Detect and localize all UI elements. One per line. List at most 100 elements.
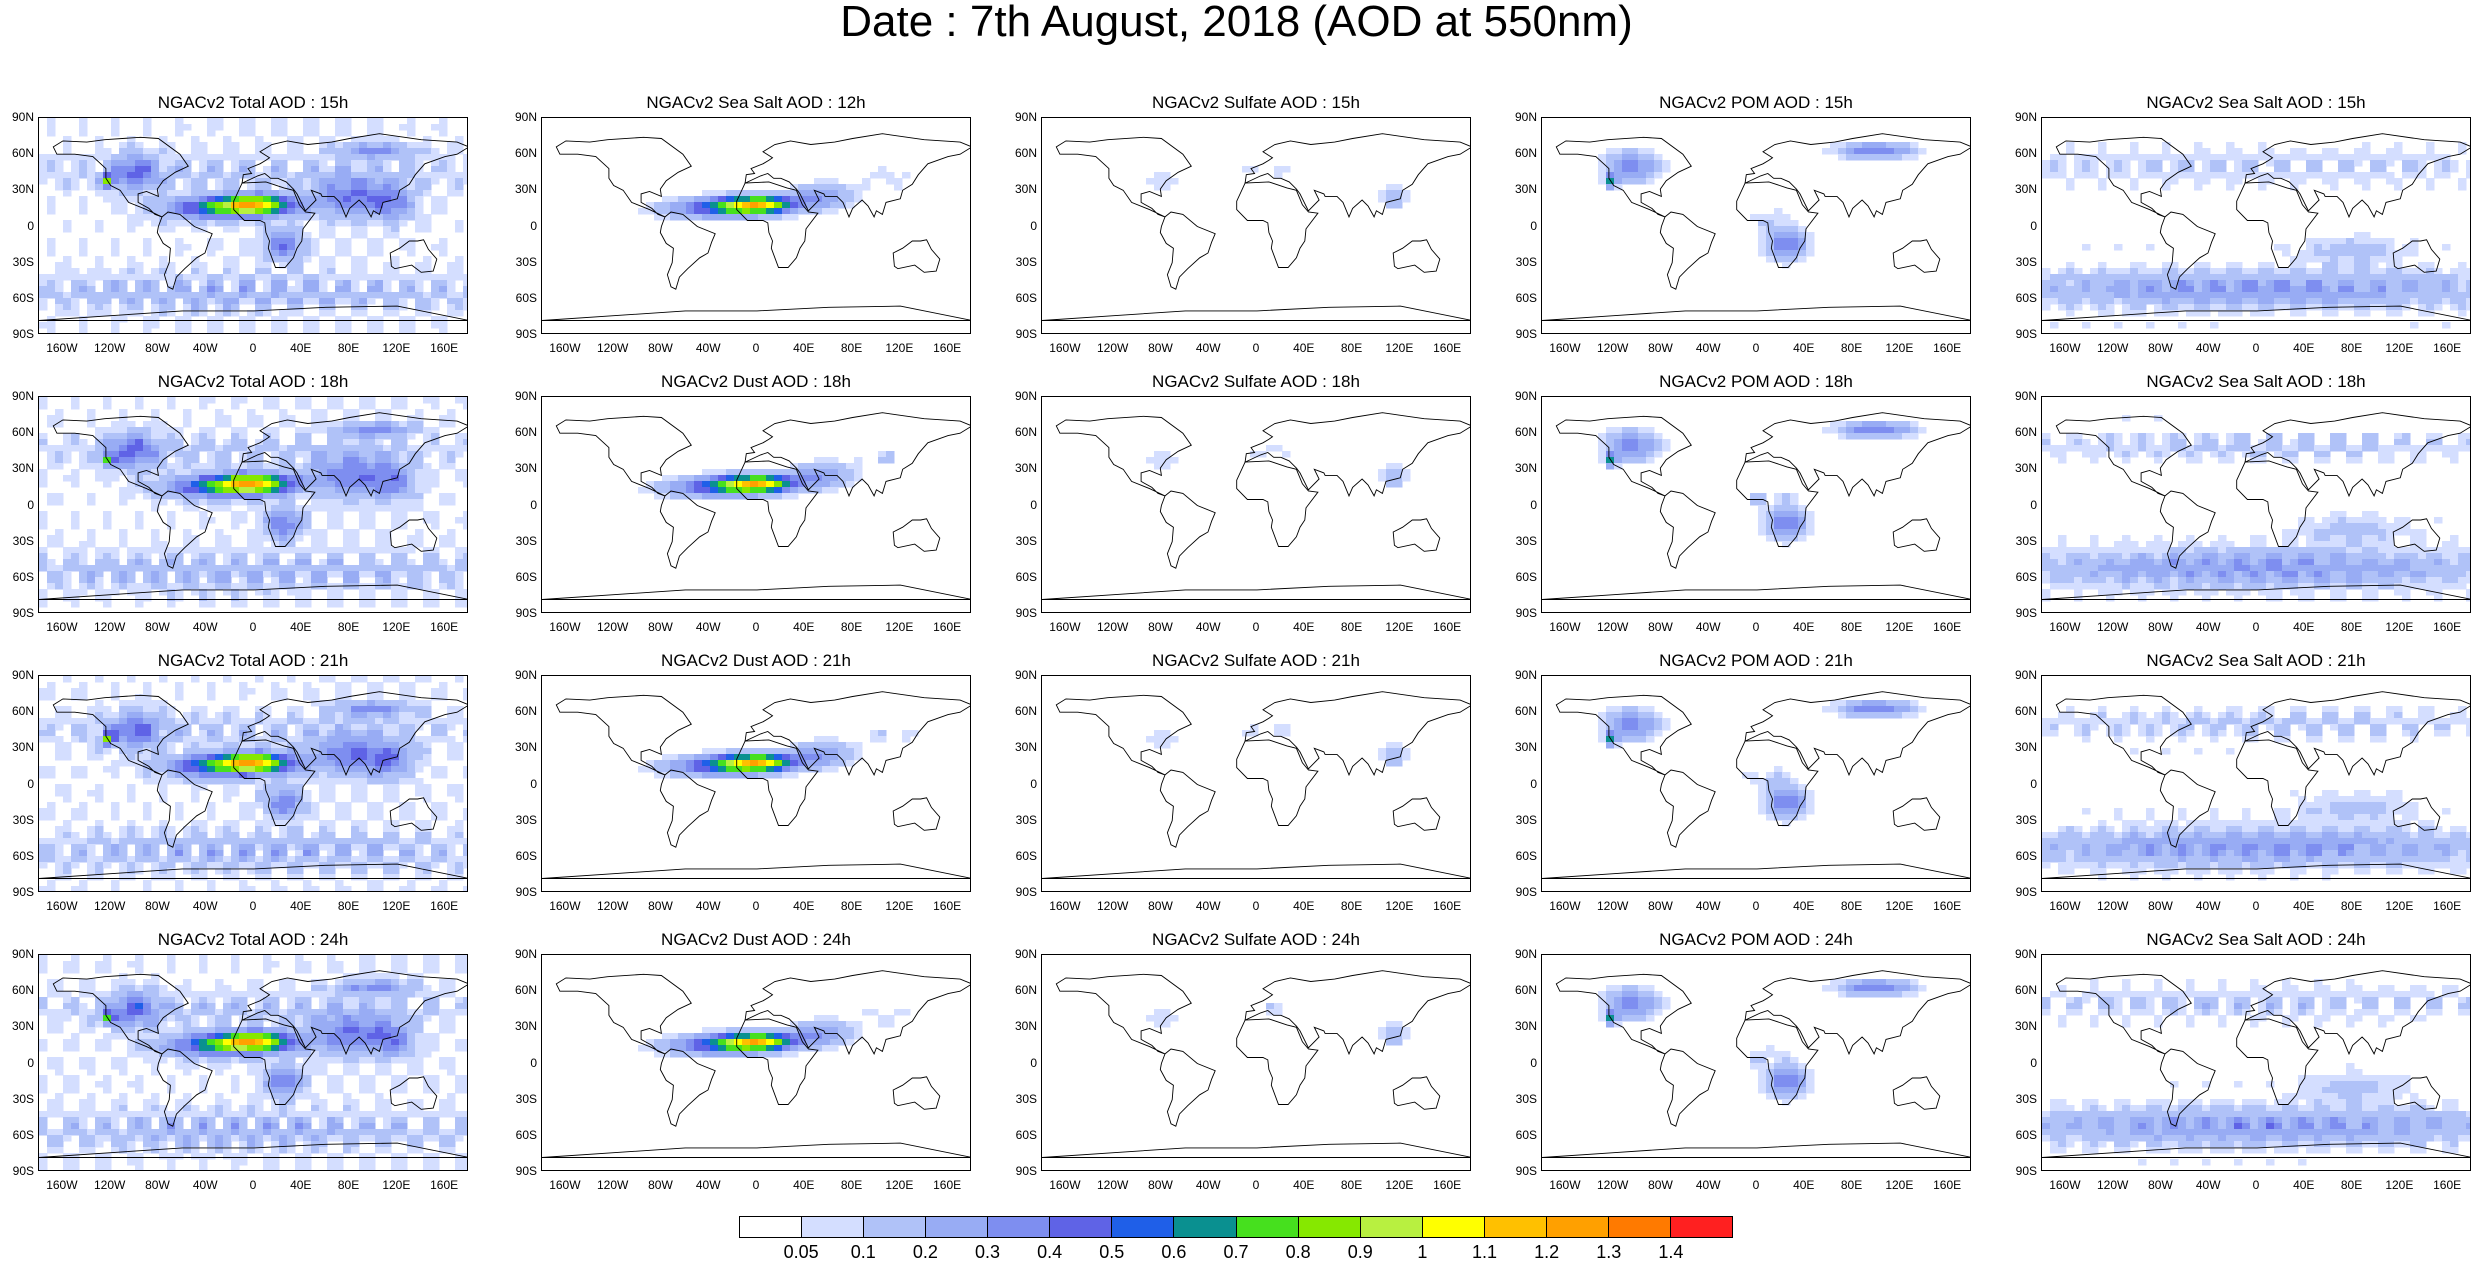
- aod-cell: [2330, 292, 2339, 299]
- aod-cell: [2122, 451, 2131, 458]
- aod-cell: [2362, 256, 2371, 263]
- aod-cell: [127, 304, 136, 311]
- aod-cell: [2042, 571, 2051, 578]
- aod-cell: [2378, 274, 2387, 281]
- aod-cell: [2186, 535, 2195, 542]
- aod-cell: [271, 427, 280, 434]
- aod-cell: [2314, 274, 2323, 281]
- aod-cell: [223, 487, 232, 494]
- aod-cell: [2330, 298, 2339, 305]
- aod-cell: [255, 256, 264, 263]
- aod-cell: [271, 451, 280, 458]
- aod-cell: [319, 571, 328, 578]
- aod-cell: [2050, 565, 2059, 572]
- aod-cell: [718, 487, 727, 494]
- aod-cell: [95, 274, 104, 281]
- aod-cell: [439, 172, 448, 179]
- aod-cell: [2394, 583, 2403, 590]
- aod-cell: [2162, 541, 2171, 548]
- aod-cell: [2090, 583, 2099, 590]
- aod-cell: [79, 124, 88, 131]
- aod-cell: [295, 292, 304, 299]
- aod-cell: [2194, 433, 2203, 440]
- aod-cell: [2226, 577, 2235, 584]
- aod-cell: [463, 601, 468, 608]
- aod-cell: [2242, 559, 2251, 566]
- aod-cell: [191, 718, 200, 725]
- aod-cell: [311, 457, 320, 464]
- aod-cell: [231, 298, 240, 305]
- aod-cell: [79, 328, 88, 334]
- aod-cell: [135, 220, 144, 227]
- aod-cell: [2234, 571, 2243, 578]
- aod-cell: [2090, 292, 2099, 299]
- aod-cell: [2298, 172, 2307, 179]
- aod-cell: [1774, 208, 1783, 215]
- aod-cell: [127, 493, 136, 500]
- aod-cell: [367, 463, 376, 470]
- aod-cell: [127, 547, 136, 554]
- aod-cell: [463, 481, 468, 488]
- aod-cell: [2410, 559, 2419, 566]
- aod-cell: [2186, 172, 2195, 179]
- aod-cell: [2378, 256, 2387, 263]
- aod-cell: [2066, 547, 2075, 554]
- aod-cell: [271, 172, 280, 179]
- aod-cell: [2250, 571, 2259, 578]
- aod-cell: [191, 190, 200, 197]
- aod-cell: [79, 160, 88, 167]
- aod-cell: [351, 262, 360, 269]
- aod-cell: [223, 475, 232, 482]
- aod-cell: [2282, 565, 2291, 572]
- aod-cell: [2330, 445, 2339, 452]
- aod-cell: [111, 130, 120, 137]
- aod-cell: [143, 172, 152, 179]
- aod-cell: [335, 547, 344, 554]
- aod-cell: [135, 178, 144, 185]
- lon-tick-label: 0: [233, 342, 273, 354]
- aod-cell: [215, 469, 224, 476]
- aod-cell: [199, 469, 208, 476]
- aod-cell: [391, 601, 400, 608]
- aod-cell: [95, 190, 104, 197]
- aod-cell: [1638, 433, 1647, 440]
- aod-cell: [47, 250, 56, 257]
- aod-cell: [2386, 148, 2395, 155]
- aod-cell: [279, 232, 288, 239]
- aod-cell: [343, 178, 352, 185]
- aod-cell: [367, 523, 376, 530]
- aod-cell: [55, 577, 64, 584]
- panel-title: NGACv2 Dust AOD : 18h: [521, 372, 991, 391]
- aod-cell: [383, 166, 392, 173]
- aod-cell: [351, 505, 360, 512]
- aod-cell: [2074, 274, 2083, 281]
- aod-cell: [1902, 433, 1911, 440]
- aod-cell: [2058, 565, 2067, 572]
- aod-cell: [774, 190, 783, 197]
- aod-cell: [335, 463, 344, 470]
- aod-cell: [2458, 577, 2467, 584]
- aod-cell: [2410, 268, 2419, 275]
- aod-cell: [447, 286, 456, 293]
- aod-cell: [750, 190, 759, 197]
- aod-cell: [2290, 445, 2299, 452]
- aod-cell: [431, 124, 440, 131]
- aod-cell: [311, 541, 320, 548]
- aod-cell: [2354, 310, 2363, 317]
- aod-cell: [135, 427, 144, 434]
- aod-cell: [47, 421, 56, 428]
- aod-cell: [143, 196, 152, 203]
- aod-cell: [2138, 565, 2147, 572]
- aod-cell: [295, 154, 304, 161]
- aod-cell: [822, 487, 831, 494]
- aod-cell: [415, 421, 424, 428]
- aod-cell: [2178, 559, 2187, 566]
- aod-cell: [2042, 166, 2051, 173]
- aod-cell: [2130, 433, 2139, 440]
- aod-cell: [2226, 292, 2235, 299]
- aod-cell: [2250, 298, 2259, 305]
- aod-cell: [2370, 250, 2379, 257]
- aod-cell: [111, 178, 120, 185]
- aod-cell: [2338, 511, 2347, 518]
- aod-cell: [367, 280, 376, 287]
